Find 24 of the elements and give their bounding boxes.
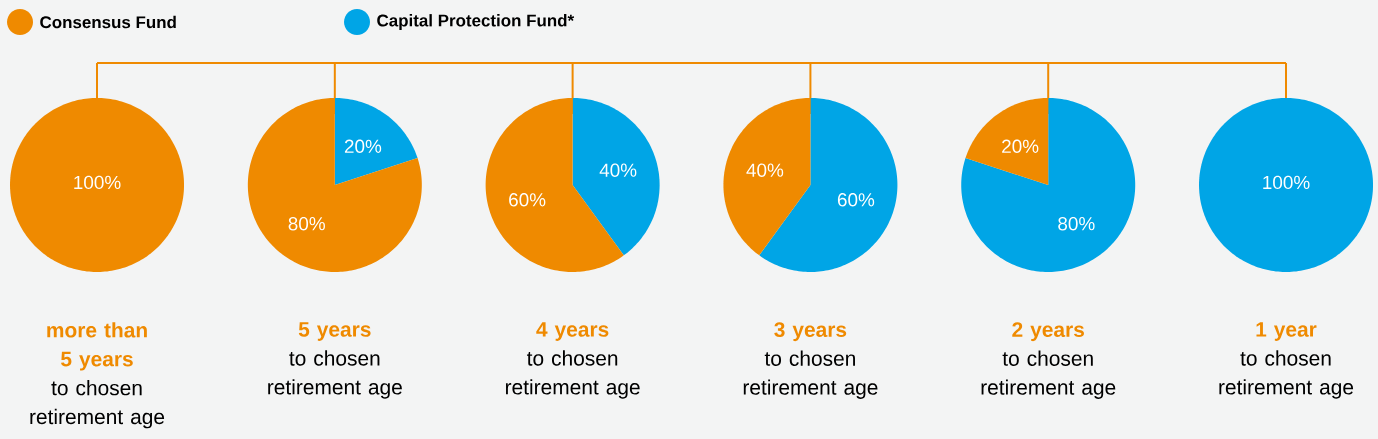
text: 5 years — [298, 322, 371, 341]
data-label: 100% — [1263, 175, 1310, 190]
data-label: 20% — [344, 139, 382, 153]
data-label: 60% — [509, 193, 546, 207]
text: to chosen retirement age — [743, 350, 878, 399]
legend-label: Capital Protection Fund* — [377, 14, 575, 30]
data-label: 20% — [1002, 139, 1039, 153]
text: 3 years — [774, 322, 847, 342]
data-label: 60% — [837, 193, 875, 207]
data-label: 40% — [599, 163, 637, 177]
data-label: 80% — [1058, 217, 1095, 231]
text: 2 years — [1012, 322, 1084, 342]
text: 1 year — [1256, 322, 1317, 341]
text: 4 years — [536, 322, 609, 341]
text: to chosen retirement age — [1219, 350, 1354, 399]
data-label: 80% — [288, 217, 325, 231]
text: to chosen retirement age — [30, 379, 165, 429]
data-label: 100% — [74, 175, 121, 190]
legend-label: Consensus Fund — [40, 15, 176, 29]
text: to chosen retirement age — [268, 350, 402, 399]
text: to chosen retirement age — [505, 350, 640, 399]
text: more than 5 years — [47, 322, 147, 371]
text: to chosen retirement age — [981, 350, 1116, 399]
data-label: 40% — [746, 163, 784, 177]
